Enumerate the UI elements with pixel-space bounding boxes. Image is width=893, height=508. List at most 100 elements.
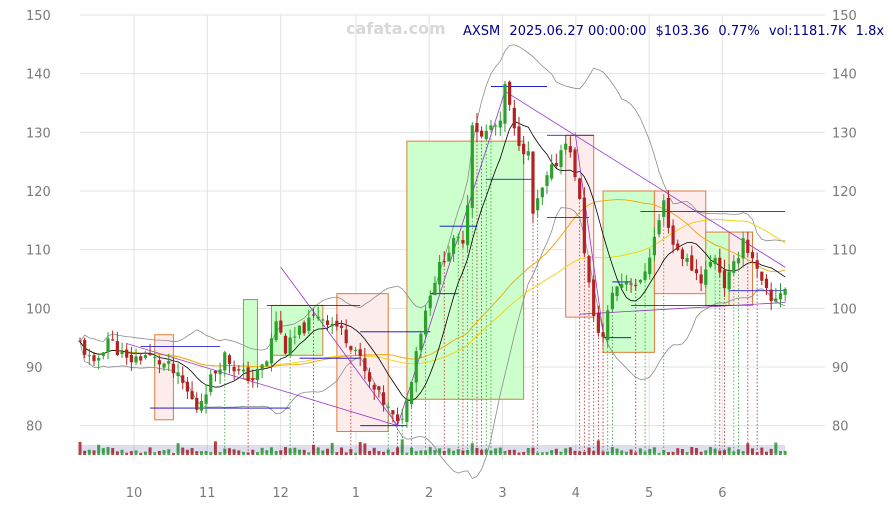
candle-body: [176, 372, 180, 377]
volume-bar: [344, 452, 348, 455]
y-tick-label-right: 130: [832, 126, 857, 141]
candle-body: [125, 349, 129, 358]
volume-bar: [115, 451, 119, 455]
candle: [764, 274, 769, 296]
candle-body: [227, 355, 232, 364]
candle-body: [237, 369, 241, 371]
volume-bar: [779, 451, 782, 455]
trend-line: [126, 343, 398, 427]
candle: [181, 366, 185, 390]
candle-body: [288, 337, 292, 356]
candle-body: [736, 258, 741, 264]
volume-bar: [354, 452, 358, 455]
candle: [176, 363, 180, 385]
candle-body: [316, 316, 320, 319]
candle-body: [638, 280, 642, 283]
x-tick-label: 11: [199, 486, 216, 501]
volume-bar: [204, 451, 208, 455]
volume-bar: [260, 447, 264, 455]
candle: [722, 259, 727, 297]
candle-body: [764, 278, 769, 289]
volume-bar: [176, 443, 180, 455]
candle: [746, 231, 750, 257]
candle-body: [634, 284, 638, 286]
candle: [522, 135, 526, 165]
candle: [718, 248, 722, 278]
candle: [447, 245, 451, 262]
volume-bar: [269, 447, 273, 455]
candle: [494, 123, 498, 136]
ticker-info: AXSM 2025.06.27 00:00:00 $103.36 0.77% v…: [463, 24, 884, 39]
candle: [274, 311, 278, 342]
candle: [531, 151, 535, 224]
candle: [423, 305, 428, 338]
candle-body: [522, 143, 526, 155]
candle-body: [97, 357, 101, 361]
candle: [643, 263, 647, 282]
volume-bar: [624, 451, 628, 455]
volume-bar: [181, 447, 185, 455]
candle: [167, 353, 171, 371]
candle-body: [87, 355, 91, 357]
volume-bar: [741, 451, 745, 455]
volume-bar: [139, 452, 143, 455]
volume-bar: [321, 450, 325, 455]
volume-bar: [694, 448, 698, 455]
volume-bar: [545, 451, 549, 455]
trend-line: [504, 90, 786, 268]
candle: [255, 366, 260, 388]
volume-bar: [400, 439, 404, 455]
candle-body: [232, 366, 236, 372]
candle-body: [592, 279, 596, 316]
candle: [120, 342, 124, 359]
volume-bar: [302, 449, 306, 455]
candle: [526, 141, 530, 161]
candle-body: [241, 369, 246, 372]
candle-body: [246, 367, 250, 382]
candle-body: [120, 351, 124, 355]
volume-bar: [227, 448, 231, 455]
candle-body: [377, 386, 381, 390]
candle-body: [302, 322, 306, 334]
volume-bar: [540, 452, 544, 455]
candle: [554, 153, 558, 169]
candle: [559, 144, 563, 175]
candle: [685, 253, 689, 267]
candle-body: [732, 261, 736, 273]
candle: [367, 367, 372, 388]
volume-bar: [750, 448, 754, 455]
candle-body: [171, 363, 175, 374]
candle: [311, 308, 316, 319]
candle: [741, 231, 745, 268]
candle: [283, 333, 288, 355]
candle-body: [363, 358, 367, 372]
candle-body: [400, 418, 404, 420]
candle-body: [578, 178, 582, 199]
candle-body: [251, 378, 255, 381]
volume-bar: [718, 450, 722, 455]
candle: [545, 171, 549, 195]
candle-body: [475, 122, 479, 133]
candle-body: [335, 320, 339, 327]
candle-body: [437, 262, 442, 285]
candle: [680, 247, 685, 267]
candle: [671, 219, 675, 254]
candle-body: [783, 288, 787, 295]
candle-body: [274, 321, 278, 341]
candle-body: [596, 312, 600, 333]
volume-bar: [764, 451, 768, 455]
candle: [475, 113, 479, 142]
volume-bar: [410, 447, 414, 455]
y-tick-label-left: 110: [26, 244, 51, 259]
y-tick-label-left: 90: [26, 361, 43, 376]
candle: [134, 348, 138, 366]
candle: [727, 263, 731, 293]
candle: [456, 233, 460, 244]
trend-line: [574, 132, 604, 332]
candle: [489, 120, 493, 132]
candle-body: [694, 269, 699, 274]
candle: [652, 226, 657, 262]
moving-average-fast-line: [79, 120, 786, 402]
volume-bar: [106, 447, 110, 455]
candle: [736, 251, 741, 268]
